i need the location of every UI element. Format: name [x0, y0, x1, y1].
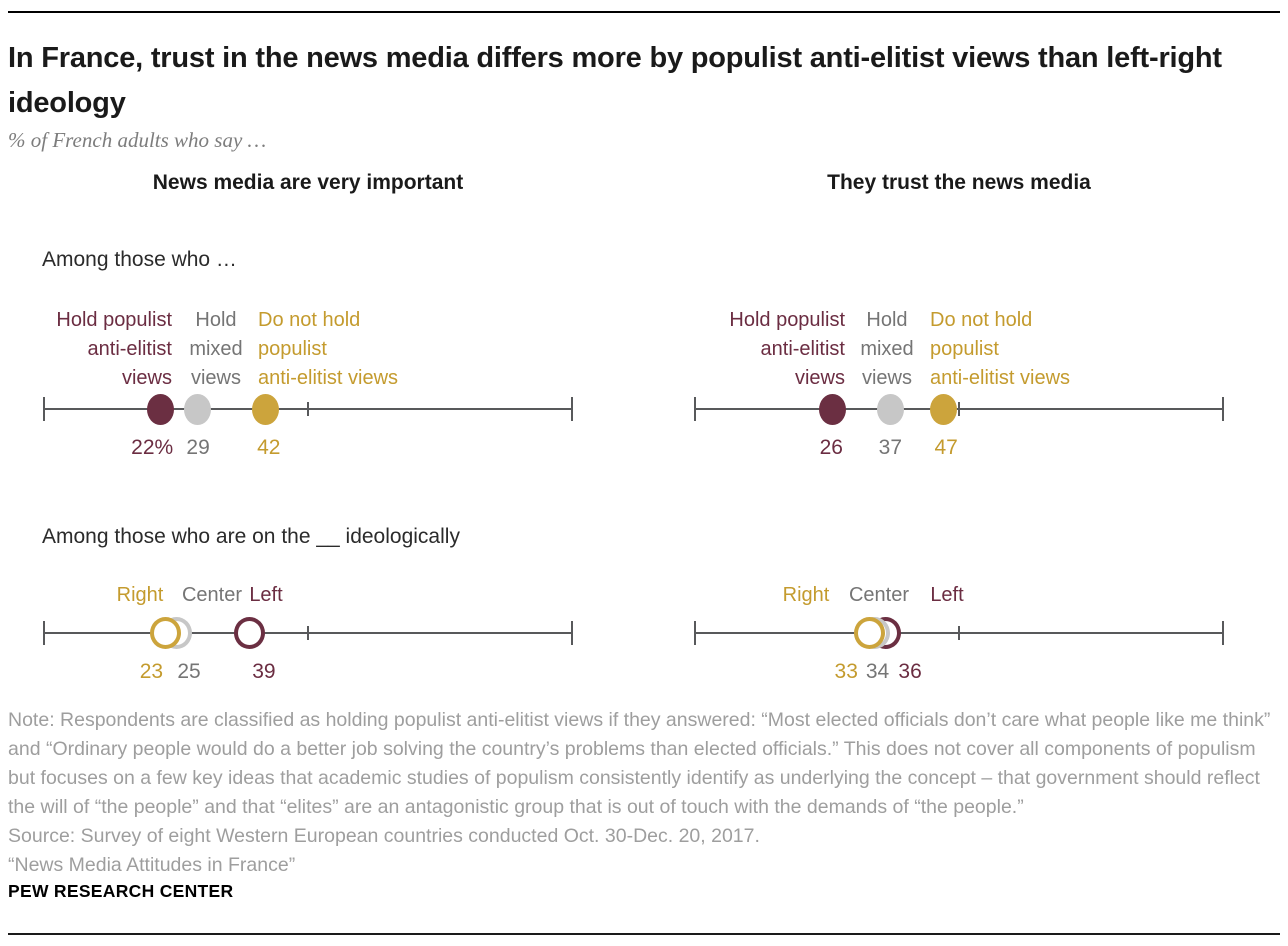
axis-mid-tick — [307, 626, 309, 640]
group-label-center: Center — [848, 584, 910, 606]
axis-mid-tick — [958, 402, 960, 416]
axis-end-tick — [1222, 621, 1224, 645]
top-divider — [8, 11, 1280, 13]
chart-title: In France, trust in the news media diffe… — [8, 42, 1222, 119]
axis-end-tick — [694, 621, 696, 645]
footnotes: Note: Respondents are classified as hold… — [8, 706, 1280, 880]
value-label-right: 33 — [834, 660, 858, 683]
axis-end-tick — [43, 621, 45, 645]
dot-right — [853, 617, 885, 649]
section-label-populist-views: Among those who … — [42, 248, 237, 271]
dot-hold-populist-anti-elitist-views — [818, 393, 846, 425]
group-label-hold-populist-anti-elitist-views: Hold populist anti-elitist views — [56, 309, 172, 389]
panel-header-trust: They trust the news media — [827, 171, 1091, 194]
chart-subtitle: % of French adults who say … — [8, 128, 267, 152]
group-label-center: Center — [181, 584, 243, 606]
value-label-hold-mixed-views: 37 — [878, 436, 903, 459]
brand-pew-research-center: PEW RESEARCH CENTER — [8, 881, 234, 901]
axis-end-tick — [571, 621, 573, 645]
value-label-do-not-hold-populist-anti-elitist-views: 42 — [257, 436, 281, 459]
group-label-right: Right — [116, 584, 164, 606]
source-text: Source: Survey of eight Western European… — [8, 825, 760, 847]
value-label-hold-mixed-views: 29 — [186, 436, 210, 459]
group-label-hold-mixed-views: Hold mixed views — [860, 309, 914, 389]
axis-end-tick — [694, 397, 696, 421]
bottom-divider — [8, 933, 1280, 935]
value-label-hold-populist-anti-elitist-views: 22% — [131, 436, 174, 459]
axis-end-tick — [1222, 397, 1224, 421]
axis-end-tick — [43, 397, 45, 421]
dot-do-not-hold-populist-anti-elitist-views — [929, 393, 957, 425]
group-label-left: Left — [930, 584, 964, 606]
group-label-do-not-hold-populist-anti-elitist-views: Do not hold populist anti-elitist views — [930, 309, 1071, 389]
value-label-left: 36 — [898, 660, 922, 683]
dot-hold-mixed-views — [876, 393, 904, 425]
panel-header-importance: News media are very important — [152, 171, 464, 194]
group-label-left: Left — [249, 584, 283, 606]
value-label-hold-populist-anti-elitist-views: 26 — [819, 436, 843, 459]
axis-mid-tick — [307, 402, 309, 416]
dot-do-not-hold-populist-anti-elitist-views — [252, 393, 280, 425]
report-title: “News Media Attitudes in France” — [8, 854, 296, 876]
group-label-right: Right — [782, 584, 830, 606]
value-label-left: 39 — [252, 660, 276, 683]
dot-left — [234, 617, 266, 649]
note-text: Note: Respondents are classified as hold… — [8, 709, 1271, 818]
value-label-right: 23 — [139, 660, 164, 683]
section-label-ideology: Among those who are on the __ ideologica… — [42, 525, 460, 548]
dot-hold-mixed-views — [183, 393, 211, 425]
axis-mid-tick — [958, 626, 960, 640]
group-label-hold-mixed-views: Hold mixed views — [189, 309, 243, 389]
group-label-hold-populist-anti-elitist-views: Hold populist anti-elitist views — [729, 309, 845, 389]
dot-hold-populist-anti-elitist-views — [146, 393, 174, 425]
group-label-do-not-hold-populist-anti-elitist-views: Do not hold populist anti-elitist views — [258, 309, 399, 389]
value-label-do-not-hold-populist-anti-elitist-views: 47 — [934, 436, 958, 459]
axis-end-tick — [571, 397, 573, 421]
dot-right — [149, 617, 181, 649]
value-label-center: 25 — [177, 660, 201, 683]
value-label-center: 34 — [865, 660, 890, 683]
